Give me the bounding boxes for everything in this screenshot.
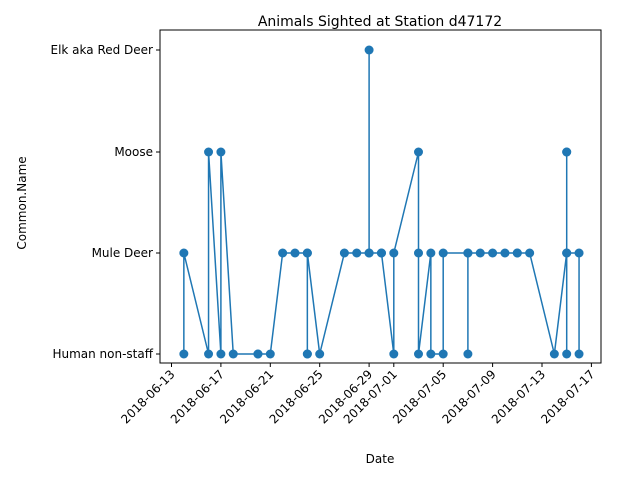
y-tick-label: Moose bbox=[114, 145, 153, 159]
data-point bbox=[562, 147, 572, 157]
data-point bbox=[290, 248, 300, 258]
data-point bbox=[278, 248, 288, 258]
x-axis: 2018-06-132018-06-172018-06-212018-06-25… bbox=[118, 363, 598, 426]
data-point bbox=[352, 248, 362, 258]
data-point bbox=[179, 349, 189, 359]
data-point bbox=[512, 248, 522, 258]
data-point bbox=[179, 248, 189, 258]
chart-title: Animals Sighted at Station d47172 bbox=[258, 14, 502, 30]
data-point bbox=[216, 147, 226, 157]
y-tick-label: Elk aka Red Deer bbox=[51, 43, 154, 57]
y-tick-label: Human non-staff bbox=[52, 347, 153, 361]
data-point bbox=[562, 349, 572, 359]
data-point bbox=[562, 248, 572, 258]
data-point bbox=[426, 248, 436, 258]
data-point bbox=[302, 248, 312, 258]
data-point bbox=[574, 349, 584, 359]
data-point bbox=[204, 147, 214, 157]
data-point bbox=[500, 248, 510, 258]
x-axis-title: Date bbox=[366, 452, 395, 466]
data-point bbox=[475, 248, 485, 258]
data-point bbox=[364, 45, 374, 55]
data-point bbox=[574, 248, 584, 258]
data-point bbox=[549, 349, 559, 359]
data-point bbox=[302, 349, 312, 359]
y-axis: Human non-staff Mule Deer Moose Elk aka Red… bbox=[51, 43, 160, 361]
data-point bbox=[228, 349, 238, 359]
series-line bbox=[183, 50, 580, 355]
data-point bbox=[376, 248, 386, 258]
data-point bbox=[438, 248, 448, 258]
plot-area bbox=[179, 45, 584, 359]
data-point bbox=[488, 248, 498, 258]
data-point bbox=[525, 248, 535, 258]
data-point bbox=[204, 349, 214, 359]
data-point bbox=[216, 349, 226, 359]
data-point bbox=[339, 248, 349, 258]
data-point bbox=[414, 349, 423, 359]
y-axis-title: Common.Name bbox=[15, 156, 29, 249]
data-point bbox=[265, 349, 275, 359]
x-tick-label: 2018-07-17 bbox=[538, 367, 597, 426]
data-point bbox=[253, 349, 263, 359]
data-point bbox=[463, 349, 473, 359]
plot-frame bbox=[159, 29, 602, 364]
data-point bbox=[463, 248, 473, 258]
data-point bbox=[414, 147, 423, 157]
data-point bbox=[315, 349, 325, 359]
data-point bbox=[438, 349, 448, 359]
data-point bbox=[414, 248, 423, 258]
data-point bbox=[364, 248, 374, 258]
data-point bbox=[389, 248, 399, 258]
data-point bbox=[389, 349, 399, 359]
y-tick-label: Mule Deer bbox=[92, 246, 153, 260]
data-point bbox=[426, 349, 436, 359]
